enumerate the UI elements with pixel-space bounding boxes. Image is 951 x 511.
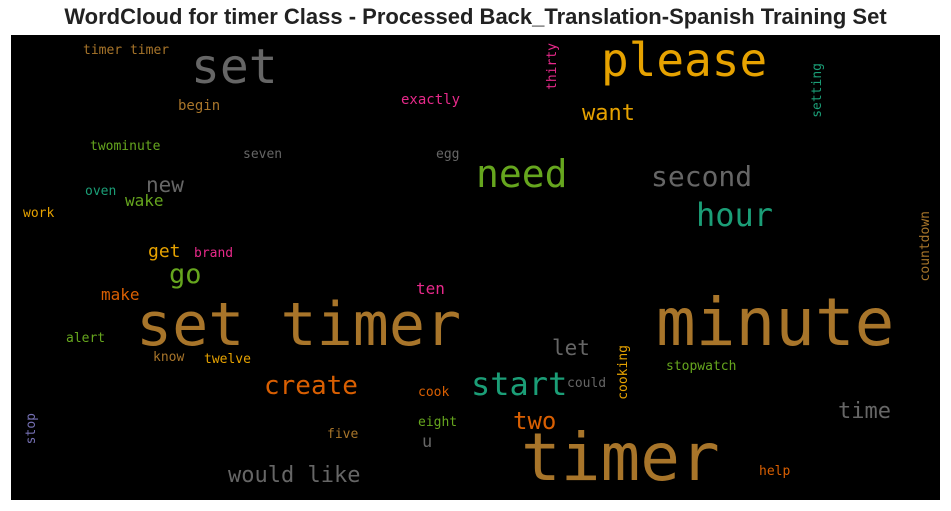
- wordcloud-word: egg: [436, 147, 460, 162]
- wordcloud-word: alert: [66, 331, 106, 346]
- chart-title: WordCloud for timer Class - Processed Ba…: [64, 4, 887, 29]
- wordcloud-word: would like: [228, 463, 361, 488]
- wordcloud-word: stopwatch: [666, 359, 737, 374]
- wordcloud-word: want: [582, 101, 635, 126]
- wordcloud-word: know: [153, 350, 185, 365]
- wordcloud-word: eight: [418, 415, 458, 430]
- wordcloud-word: could: [567, 376, 607, 391]
- wordcloud-word: twelve: [204, 352, 251, 367]
- wordcloud-word: cooking: [616, 345, 631, 400]
- wordcloud-word: get: [148, 241, 181, 262]
- wordcloud-word: twominute: [90, 139, 161, 154]
- wordcloud-word: ten: [416, 279, 445, 298]
- wordcloud-word: exactly: [401, 92, 461, 108]
- wordcloud-word: countdown: [918, 211, 933, 282]
- wordcloud-word: set timer: [136, 290, 462, 360]
- wordcloud-word: help: [759, 464, 791, 479]
- wordcloud-word: hour: [696, 196, 774, 234]
- wordcloud-word: time: [838, 399, 891, 424]
- wordcloud-word: two: [513, 407, 557, 435]
- wordcloud-word: wake: [125, 191, 164, 210]
- wordcloud-word: timer: [521, 419, 720, 496]
- wordcloud-word: brand: [194, 246, 234, 261]
- wordcloud-word: begin: [178, 98, 221, 114]
- wordcloud-word: stop: [24, 413, 39, 445]
- wordcloud-word: timer timer: [83, 43, 170, 58]
- wordcloud-word: second: [651, 160, 753, 193]
- wordcloud-word: setting: [810, 63, 825, 118]
- wordcloud-word: seven: [243, 147, 283, 162]
- wordcloud-word: five: [327, 427, 359, 442]
- wordcloud-word: please: [601, 35, 768, 87]
- wordcloud-word: work: [23, 206, 55, 221]
- wordcloud-word: create: [264, 371, 358, 401]
- wordcloud-word: start: [471, 365, 568, 403]
- wordcloud-word: u: [422, 432, 433, 452]
- wordcloud-word: go: [169, 259, 202, 290]
- wordcloud-word: make: [101, 285, 140, 304]
- wordcloud-word: minute: [656, 284, 895, 361]
- wordcloud-word: thirty: [545, 43, 560, 90]
- wordcloud-word: set: [191, 39, 278, 95]
- wordcloud-canvas: timer minute set timer please set need start ho…: [11, 35, 940, 500]
- wordcloud-word: need: [476, 152, 568, 196]
- wordcloud-word: oven: [85, 184, 117, 199]
- wordcloud-word: cook: [418, 385, 450, 400]
- wordcloud-word: new: [146, 173, 184, 197]
- wordcloud-word: let: [552, 336, 590, 360]
